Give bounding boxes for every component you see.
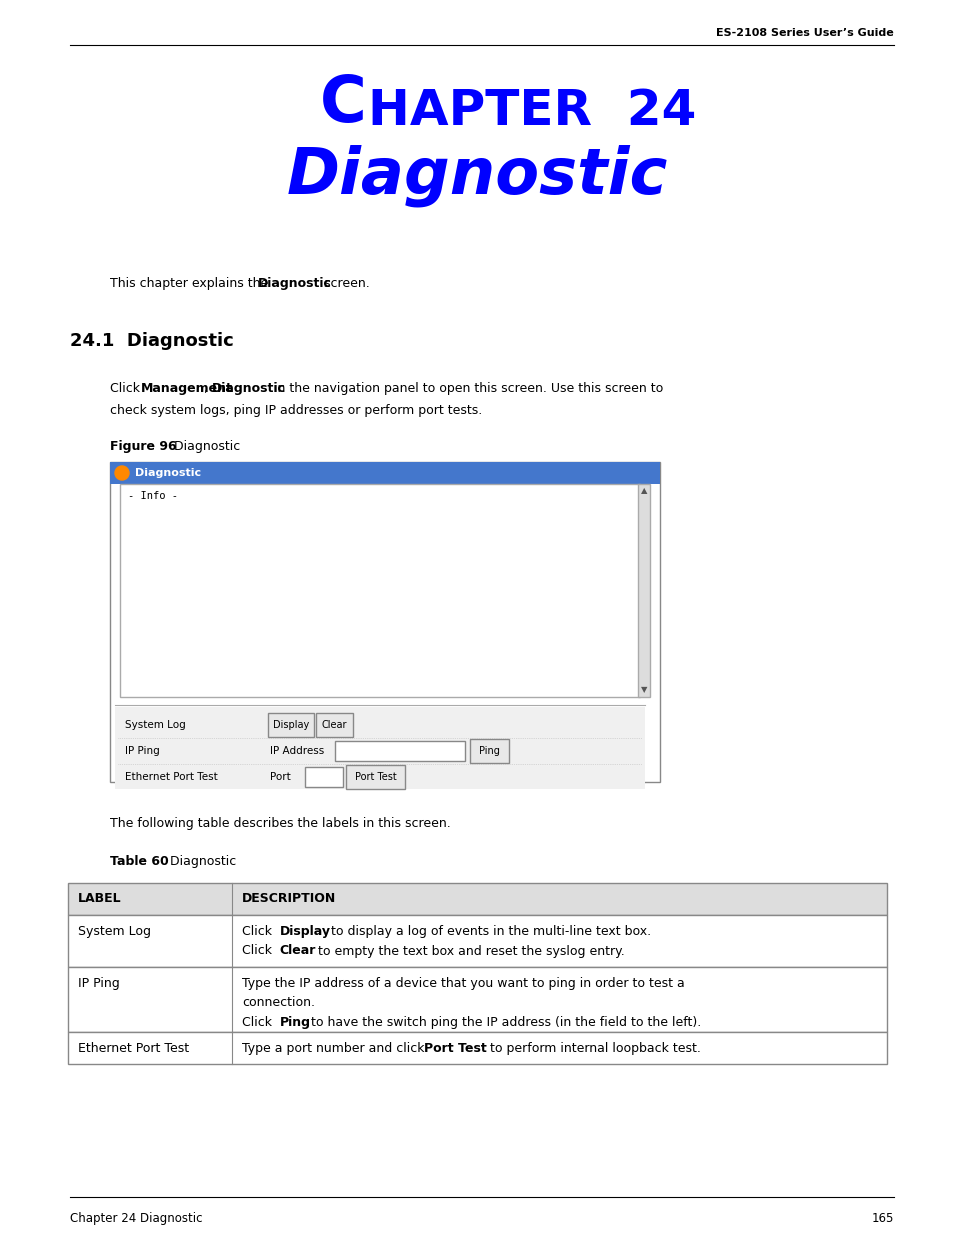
Text: Clear: Clear bbox=[321, 720, 347, 730]
Text: IP Ping: IP Ping bbox=[78, 977, 120, 990]
Text: Table 60: Table 60 bbox=[110, 855, 169, 868]
Text: ES-2108 Series User’s Guide: ES-2108 Series User’s Guide bbox=[716, 28, 893, 38]
FancyBboxPatch shape bbox=[115, 706, 644, 789]
Text: The following table describes the labels in this screen.: The following table describes the labels… bbox=[110, 818, 450, 830]
FancyBboxPatch shape bbox=[68, 1032, 886, 1065]
Text: Port: Port bbox=[270, 772, 291, 782]
FancyBboxPatch shape bbox=[68, 915, 886, 967]
FancyBboxPatch shape bbox=[638, 484, 649, 697]
Text: This chapter explains the: This chapter explains the bbox=[110, 277, 272, 290]
Text: Click: Click bbox=[241, 945, 275, 957]
FancyBboxPatch shape bbox=[346, 764, 405, 789]
Text: screen.: screen. bbox=[320, 277, 370, 290]
Text: in the navigation panel to open this screen. Use this screen to: in the navigation panel to open this scr… bbox=[270, 382, 662, 395]
FancyBboxPatch shape bbox=[68, 883, 886, 915]
Text: Port Test: Port Test bbox=[355, 772, 395, 782]
Text: Ethernet Port Test: Ethernet Port Test bbox=[78, 1042, 189, 1055]
Text: Type a port number and click: Type a port number and click bbox=[241, 1042, 428, 1055]
FancyBboxPatch shape bbox=[110, 462, 659, 484]
Text: Display: Display bbox=[279, 925, 331, 939]
Text: Type the IP address of a device that you want to ping in order to test a: Type the IP address of a device that you… bbox=[241, 977, 684, 990]
Text: 165: 165 bbox=[871, 1212, 893, 1225]
FancyBboxPatch shape bbox=[120, 484, 639, 697]
FancyBboxPatch shape bbox=[268, 713, 314, 737]
Text: connection.: connection. bbox=[241, 997, 314, 1009]
Text: Click: Click bbox=[241, 925, 275, 939]
Text: Ethernet Port Test: Ethernet Port Test bbox=[125, 772, 217, 782]
Text: Figure 96: Figure 96 bbox=[110, 440, 176, 453]
Text: 24.1  Diagnostic: 24.1 Diagnostic bbox=[70, 332, 233, 350]
Text: Diagnostic: Diagnostic bbox=[258, 277, 332, 290]
FancyBboxPatch shape bbox=[335, 741, 464, 761]
Text: Click: Click bbox=[110, 382, 144, 395]
FancyBboxPatch shape bbox=[470, 739, 509, 763]
Text: Display: Display bbox=[273, 720, 309, 730]
Text: Ping: Ping bbox=[478, 746, 499, 756]
Text: Diagnostic: Diagnostic bbox=[158, 855, 236, 868]
Text: Ping: Ping bbox=[279, 1016, 311, 1029]
Text: DESCRIPTION: DESCRIPTION bbox=[241, 893, 335, 905]
Text: HAPTER  24: HAPTER 24 bbox=[368, 86, 696, 135]
Text: ,: , bbox=[204, 382, 212, 395]
Text: to display a log of events in the multi-line text box.: to display a log of events in the multi-… bbox=[327, 925, 651, 939]
Text: Management: Management bbox=[141, 382, 233, 395]
Text: Clear: Clear bbox=[279, 945, 315, 957]
Text: Click: Click bbox=[241, 1016, 275, 1029]
Text: Diagnostic: Diagnostic bbox=[286, 144, 667, 207]
Text: to have the switch ping the IP address (in the field to the left).: to have the switch ping the IP address (… bbox=[307, 1016, 700, 1029]
FancyBboxPatch shape bbox=[305, 767, 343, 787]
Text: IP Address: IP Address bbox=[270, 746, 324, 756]
Circle shape bbox=[115, 466, 129, 480]
Text: to empty the text box and reset the syslog entry.: to empty the text box and reset the sysl… bbox=[314, 945, 623, 957]
Text: check system logs, ping IP addresses or perform port tests.: check system logs, ping IP addresses or … bbox=[110, 404, 482, 417]
Text: IP Ping: IP Ping bbox=[125, 746, 159, 756]
Text: to perform internal loopback test.: to perform internal loopback test. bbox=[485, 1042, 700, 1055]
FancyBboxPatch shape bbox=[68, 967, 886, 1032]
FancyBboxPatch shape bbox=[315, 713, 353, 737]
Text: Port Test: Port Test bbox=[424, 1042, 487, 1055]
Text: Chapter 24 Diagnostic: Chapter 24 Diagnostic bbox=[70, 1212, 202, 1225]
Text: System Log: System Log bbox=[78, 925, 151, 939]
Text: LABEL: LABEL bbox=[78, 893, 121, 905]
Text: System Log: System Log bbox=[125, 720, 186, 730]
Text: Diagnostic: Diagnostic bbox=[162, 440, 240, 453]
Text: - Info -: - Info - bbox=[128, 492, 178, 501]
Text: Diagnostic: Diagnostic bbox=[135, 468, 201, 478]
Text: Diagnostic: Diagnostic bbox=[212, 382, 286, 395]
Text: ▼: ▼ bbox=[640, 685, 646, 694]
Text: C: C bbox=[319, 73, 367, 135]
Text: ▲: ▲ bbox=[640, 487, 646, 495]
FancyBboxPatch shape bbox=[110, 462, 659, 782]
